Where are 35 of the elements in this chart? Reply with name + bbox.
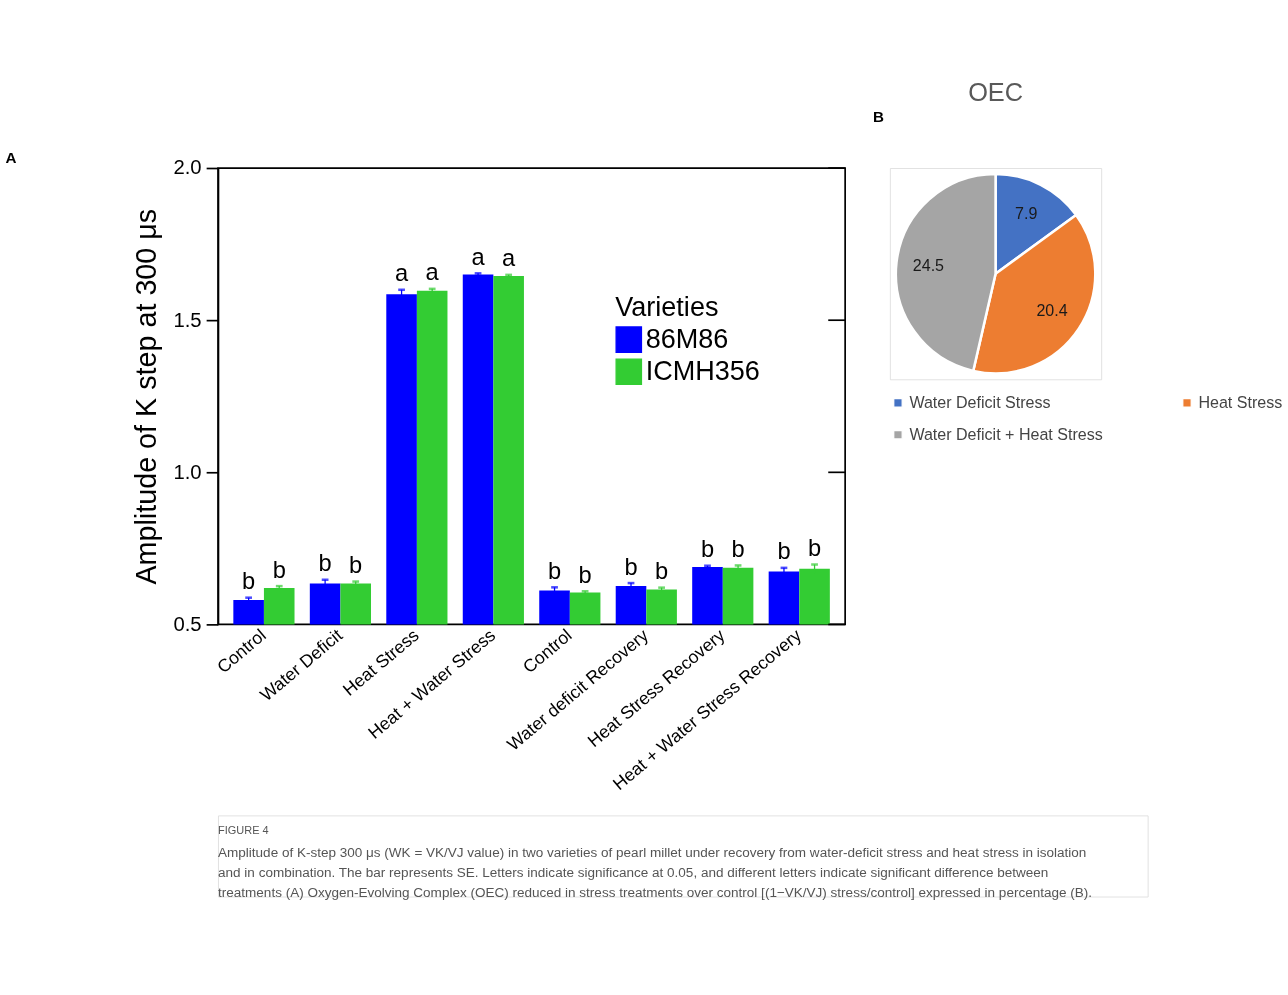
y-tick-label: 2.0 — [173, 156, 202, 179]
legend-label: 86M86 — [645, 324, 729, 355]
data-label: a — [395, 260, 409, 287]
data-label: b — [731, 535, 745, 562]
legend-label: Water Deficit Stress — [909, 392, 1051, 411]
data-label: b — [578, 561, 592, 588]
text: Amplitude of K-step 300 μs (WK = VK/VJ value) in two varieties of pearl millet under recovery from water-deficit stress and heat stress in isolation and in combination. The bar represents SE. Letters indicate significance at 0.05, and different letters indicate significant difference between treatments (A) Oxygen-Evolving Complex (OEC) reduced in stress treatments over control [(1−VK/VJ) stress/control] expressed in percentage (B). — [218, 844, 1093, 901]
y-tick-label: 1.0 — [173, 460, 202, 483]
data-label: b — [318, 550, 332, 577]
data-label: a — [471, 243, 486, 270]
legend-label: Heat Stress — [1198, 392, 1283, 411]
data-label: b — [807, 535, 822, 562]
data-label: b — [655, 558, 669, 585]
data-label: b — [242, 568, 256, 595]
data-label: 20.4 — [1036, 301, 1068, 320]
data-label: 24.5 — [912, 256, 945, 275]
data-label: b — [624, 553, 638, 580]
text: B — [873, 107, 885, 125]
data-label: b — [547, 557, 562, 584]
data-label: a — [502, 245, 517, 272]
chart-title: OEC — [968, 78, 1024, 107]
legend-label: Water Deficit + Heat Stress — [909, 424, 1103, 443]
legend-title: Varieties — [615, 291, 719, 322]
data-label: a — [425, 259, 440, 286]
text: A — [5, 149, 17, 167]
data-label: 7.9 — [1015, 203, 1038, 222]
caption: FIGURE 4 — [218, 824, 269, 837]
y-tick-label: 0.5 — [173, 612, 202, 635]
y-tick-label: 1.5 — [173, 308, 202, 331]
data-label: b — [700, 536, 715, 563]
legend-label: ICMH356 — [645, 356, 760, 387]
data-label: b — [349, 552, 363, 579]
data-label: b — [272, 556, 286, 583]
y-axis-title: Amplitude of K step at 300 μs — [129, 208, 162, 585]
data-label: b — [777, 538, 791, 565]
